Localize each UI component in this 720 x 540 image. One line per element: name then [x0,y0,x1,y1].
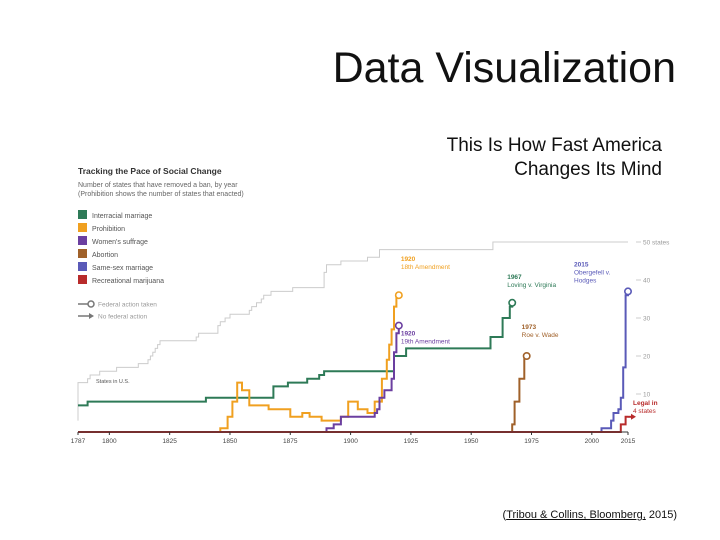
series-line-recreational-marijuana [78,415,628,433]
legend-swatch-women-s-suffrage [78,236,87,245]
y-tick-label-20: 20 [643,354,651,361]
legend-label-abortion: Abortion [92,252,118,259]
y-tick-label-10: 10 [643,392,651,399]
series-line-women-s-suffrage [78,325,400,433]
chart-y-axis: 10 20 30 40 50 states [636,240,670,399]
series-line-same-sex-marriage [78,291,629,433]
chart-title: Tracking the Pace of Social Change [78,166,222,176]
citation-link[interactable]: Tribou & Collins, Bloomberg, [506,509,646,521]
annotation-recreational-marijuana-arrow-icon [631,413,636,420]
citation-open: ( [502,509,507,521]
legend-federal-circle-icon [87,300,95,308]
chart-subtitle-line-1: Number of states that have removed a ban… [78,182,238,189]
chart-subtitle-line-2: (Prohibition shows the number of states … [78,191,244,198]
slide-subtitle-line-2: Changes Its Mind [514,159,662,180]
legend-label-same-sex-marriage: Same-sex marriage [92,265,153,272]
annotation-abortion-label-2: Roe v. Wade [522,332,559,339]
series-line-interracial-marriage [78,302,514,407]
x-tick-label-1825: 1825 [162,438,177,445]
x-tick-label-1850: 1850 [223,438,238,445]
annotation-recreational-marijuana-label-1: Legal in [633,400,658,407]
annotation-recreational-marijuana-label-2: 4 states [633,408,657,415]
x-tick-label-1875: 1875 [283,438,298,445]
annotation-abortion-circle-icon [522,352,531,361]
annotation-women-s-suffrage-circle-icon [394,321,403,330]
x-tick-label-1975: 1975 [524,438,539,445]
legend-swatch-recreational-marijuana [78,275,87,284]
legend-label-women-s-suffrage: Women's suffrage [92,239,148,246]
annotation-interracial-marriage-circle-icon [508,298,517,307]
legend-label-recreational-marijuana: Recreational marijuana [92,278,164,285]
annotation-same-sex-marriage-label-1: 2015 [574,261,589,268]
legend-label-interracial-marriage: Interracial marriage [92,213,152,220]
citation: (Tribou & Collins, Bloomberg, 2015) [440,509,677,521]
annotation-same-sex-marriage-circle-icon [623,287,632,296]
x-tick-label-1950: 1950 [464,438,479,445]
annotation-same-sex-marriage-label-3: Hodges [574,277,597,284]
legend-federal-label: Federal action taken [98,302,157,309]
social-change-chart: Tracking the Pace of Social Change Numbe… [71,166,670,445]
legend-label-prohibition: Prohibition [92,226,125,233]
x-tick-label-2000: 2000 [585,438,600,445]
annotation-women-s-suffrage-label-1: 1920 [401,331,416,338]
slide-subtitle: This Is How Fast America Changes Its Min… [380,134,662,182]
annotation-interracial-marriage-label-2: Loving v. Virginia [507,282,556,289]
y-tick-label-30: 30 [643,316,651,323]
states-in-us-label: States in U.S. [96,379,130,385]
annotation-prohibition-label-2: 18th Amendment [401,264,450,271]
legend-swatch-prohibition [78,223,87,232]
slide-title: Data Visualization [332,44,676,92]
legend-none-label: No federal action [98,314,148,321]
x-tick-label-1900: 1900 [343,438,358,445]
x-tick-label-1800: 1800 [102,438,117,445]
chart-x-axis: 1787 1800 1825 1850 1875 1900 1925 1950 1975 2000… [71,431,636,445]
legend-swatch-interracial-marriage [78,210,87,219]
x-tick-label-1925: 1925 [404,438,419,445]
annotation-interracial-marriage-label-1: 1967 [507,274,522,281]
y-tick-label-50: 50 states [643,240,670,247]
citation-close: 2015) [645,509,677,521]
annotation-abortion-label-1: 1973 [522,324,537,331]
annotation-same-sex-marriage-label-2: Obergefell v. [574,269,611,276]
series-line-abortion [78,355,527,433]
series-line-prohibition [78,294,399,433]
annotation-prohibition-circle-icon [394,291,403,300]
annotation-women-s-suffrage-label-2: 19th Amendment [401,339,450,346]
legend-swatch-abortion [78,249,87,258]
y-tick-label-40: 40 [643,278,651,285]
slide-subtitle-line-1: This Is How Fast America [446,135,662,156]
legend-none-arrow-icon [89,313,94,319]
chart-legend: Interracial marriage Prohibition Women's s… [78,210,164,321]
annotation-prohibition-label-1: 1920 [401,256,416,263]
x-tick-label-1787: 1787 [71,438,86,445]
series-states-in-us [77,241,628,421]
x-tick-label-2015: 2015 [621,438,636,445]
legend-swatch-same-sex-marriage [78,262,87,271]
